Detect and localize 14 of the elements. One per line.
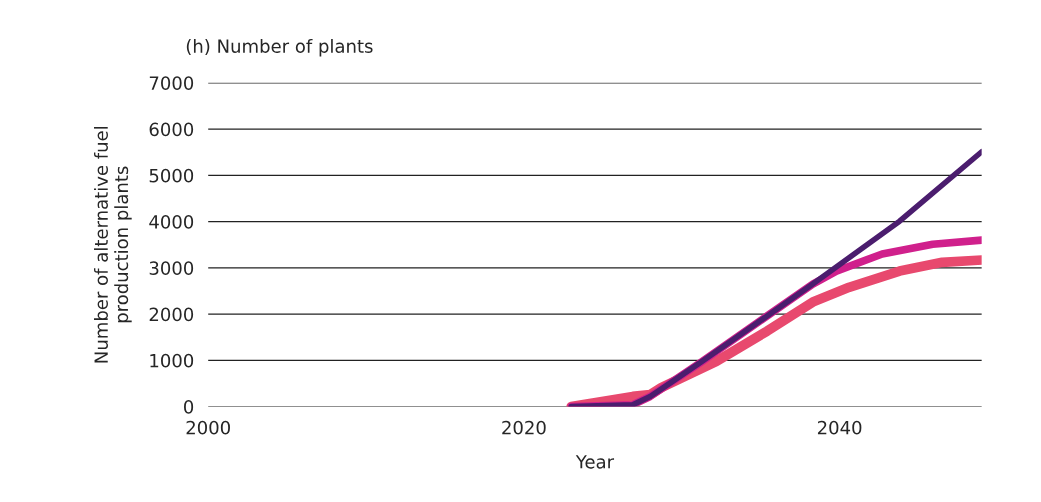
y-tick-label: 3000 xyxy=(149,261,194,275)
chart-title: (h) Number of plants xyxy=(186,38,373,57)
y-tick-label: 4000 xyxy=(149,215,194,229)
x-tick-label: 2040 xyxy=(817,420,862,435)
x-tick-label: 2000 xyxy=(186,420,230,435)
y-tick-label: 1000 xyxy=(150,353,194,368)
y-tick-label: 6000 xyxy=(149,122,194,137)
y-tick-label: 2000 xyxy=(149,307,194,322)
y-axis-title: Number of alternative fuel production plants xyxy=(94,126,132,363)
x-axis-title: Year xyxy=(575,455,615,469)
x-tick-label: 2020 xyxy=(502,420,546,435)
y-tick-label: 7000 xyxy=(149,76,194,90)
y-tick-label: 5000 xyxy=(149,168,194,183)
y-tick-label: 0 xyxy=(184,400,194,414)
